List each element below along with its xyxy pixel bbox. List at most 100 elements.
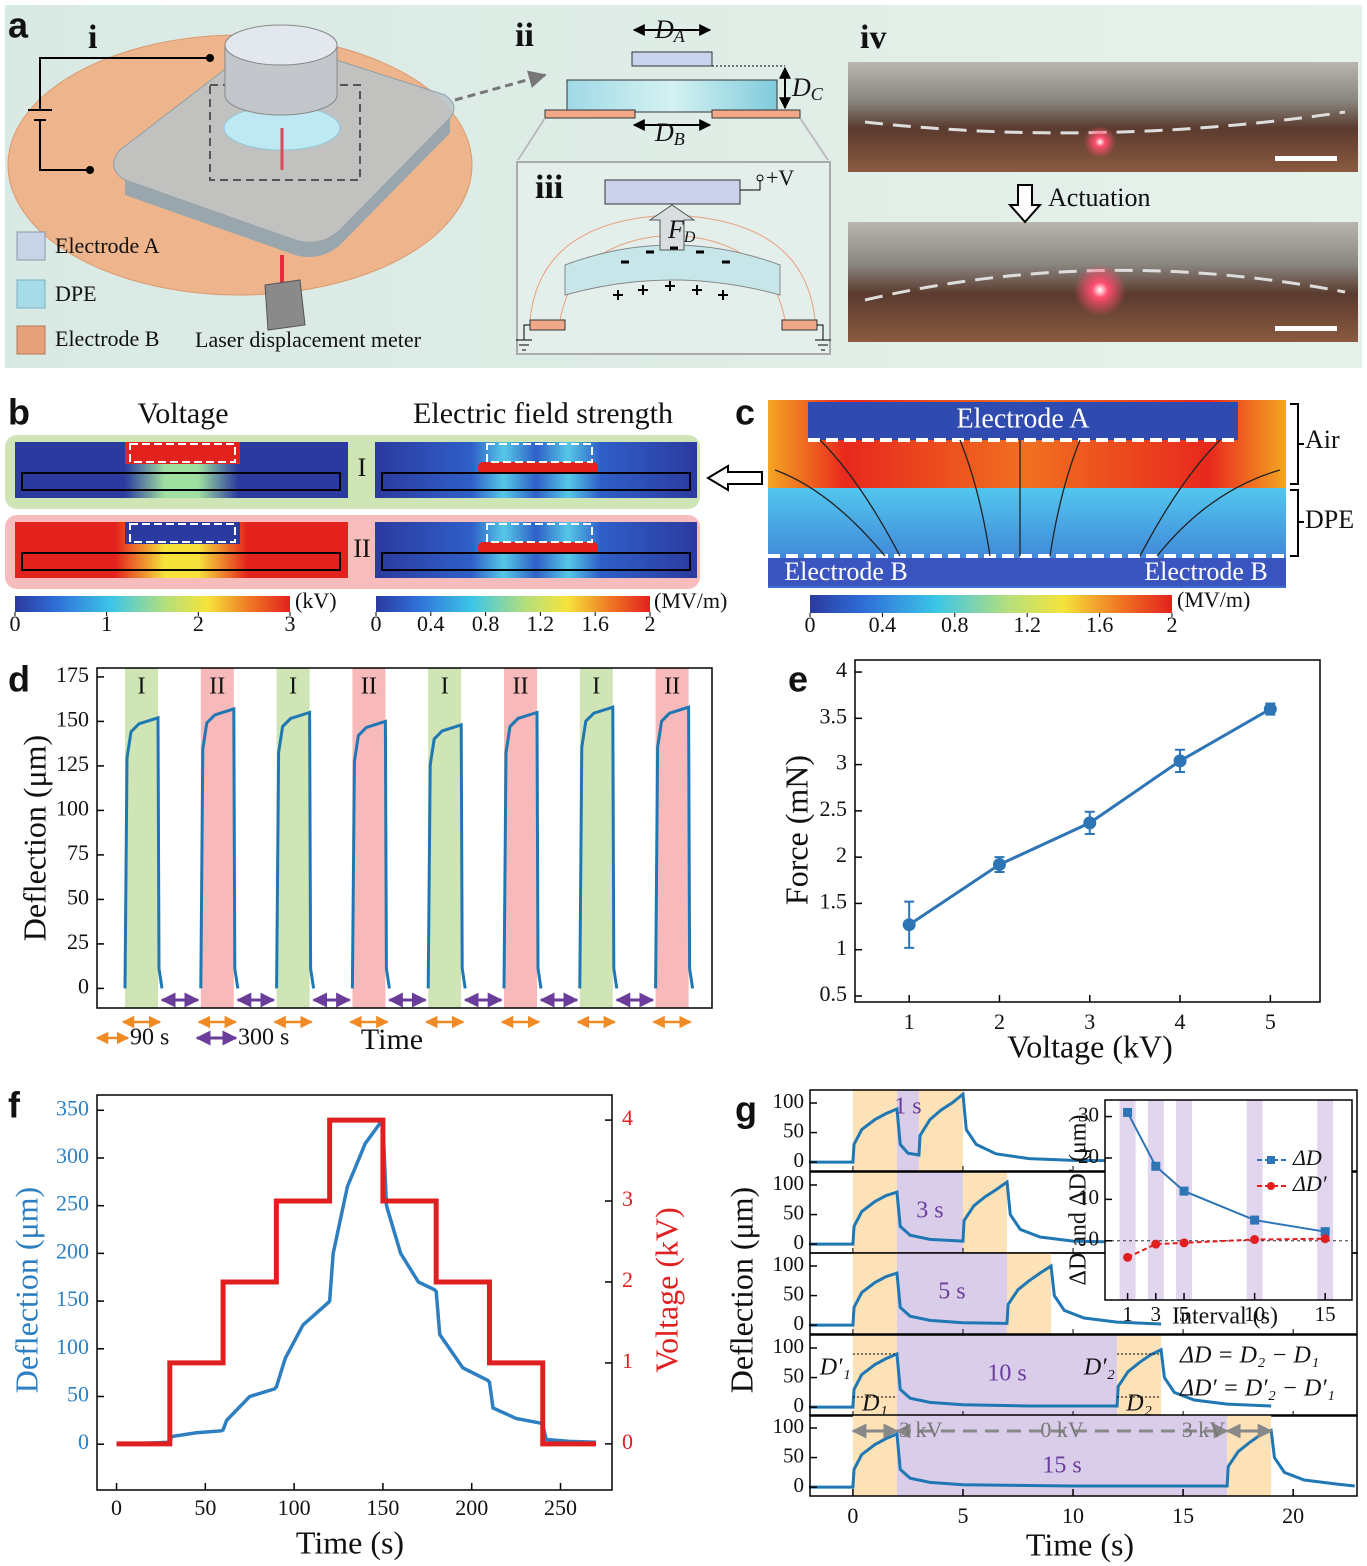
series-line xyxy=(116,1118,597,1446)
y-tick-label: 0 xyxy=(794,1148,805,1172)
axis-label: Deflection (μm) xyxy=(723,1187,759,1393)
data-point xyxy=(1151,1161,1161,1171)
ground xyxy=(516,324,831,351)
dim-subscript: A xyxy=(673,26,686,46)
colorbar-tick-label: 1.2 xyxy=(1013,612,1041,637)
subpanel-label: iii xyxy=(535,169,563,206)
subpanel-label: iv xyxy=(860,19,886,56)
x-tick-label: 5 xyxy=(957,1503,968,1528)
subpanel-label: ii xyxy=(515,17,534,54)
colorbar-tick-label: 2 xyxy=(1167,612,1178,637)
colorbar-unit: (MV/m) xyxy=(654,588,727,613)
link-arrow xyxy=(706,464,763,492)
plot-frame xyxy=(96,667,713,1009)
field-hotspot xyxy=(478,542,598,554)
axis-label: Deflection (μm) xyxy=(8,1187,44,1393)
electrode-label: Electrode B xyxy=(1144,557,1267,586)
deflection-line xyxy=(808,1179,1162,1246)
panel-label: f xyxy=(8,1085,21,1126)
deflection-pulse xyxy=(199,706,240,989)
region-label: Air xyxy=(1305,425,1340,454)
axis-label: Time (s) xyxy=(296,1524,404,1560)
y-tick-label: 350 xyxy=(56,1095,89,1120)
colorbar-tick-label: 1 xyxy=(101,611,112,636)
legend-label: Electrode A xyxy=(55,233,160,258)
equation: ΔD = D₂ − D₁ xyxy=(1179,1343,1319,1369)
actuation-arrow xyxy=(1007,184,1043,224)
y-tick-label: 75 xyxy=(67,840,89,865)
column-title: Electric field strength xyxy=(413,397,673,430)
state-label: I xyxy=(441,674,449,700)
electrode-b xyxy=(544,109,636,119)
annotation: 0 kV xyxy=(1040,1417,1084,1442)
deflection-pulse xyxy=(275,710,316,989)
y-tick-label: 300 xyxy=(56,1143,89,1168)
data-point xyxy=(1320,1227,1330,1237)
deflection-pulse xyxy=(502,710,543,989)
electrode-a xyxy=(604,179,741,205)
y-tick-label: 0 xyxy=(1089,1227,1100,1251)
colorbar-tick-label: 0.8 xyxy=(472,611,500,636)
field-line xyxy=(959,439,991,557)
interval-label: 3 s xyxy=(916,1198,943,1224)
state-label: II xyxy=(513,674,529,700)
y-tick-label: 30 xyxy=(1078,1102,1099,1126)
y-tick-label: 0 xyxy=(794,1473,805,1497)
y-tick-label: 4 xyxy=(836,657,847,682)
axis-label: Force (mN) xyxy=(778,755,814,905)
plot-frame xyxy=(809,1252,1358,1335)
pulse-region xyxy=(852,1090,897,1171)
y-tick-label: 50 xyxy=(783,1363,804,1387)
zoom-arrow xyxy=(454,70,547,102)
electrode-outline xyxy=(486,523,593,543)
electrode-label: Electrode B xyxy=(784,557,907,586)
y-tick-label: 250 xyxy=(56,1191,89,1216)
data-point xyxy=(1250,1215,1260,1225)
data-point xyxy=(1151,1239,1161,1249)
axis-label: Interval (s) xyxy=(1172,1304,1278,1330)
x-tick-label: 10 xyxy=(1062,1503,1084,1528)
colorbar-tick-label: 1.6 xyxy=(581,611,609,636)
pulse-region xyxy=(1227,1415,1272,1496)
data-point xyxy=(992,858,1006,872)
dpe-outline xyxy=(21,552,341,571)
y-tick-label: 100 xyxy=(773,1334,805,1358)
colorbar-tick-label: 0.4 xyxy=(869,612,897,637)
legend-swatch xyxy=(16,231,46,261)
annotation: 3 kV xyxy=(1182,1417,1226,1442)
legend-marker xyxy=(1267,1182,1275,1190)
electrode-outline xyxy=(129,523,236,543)
deflection-line xyxy=(808,1347,1272,1409)
colorbar-unit: (kV) xyxy=(295,588,337,613)
dpe-outline xyxy=(381,552,691,571)
legend-label: DPE xyxy=(55,281,97,306)
state-band xyxy=(579,668,613,1008)
scale-bar xyxy=(1275,326,1337,331)
force-label: FD xyxy=(667,215,696,246)
d-label: D₂ xyxy=(1125,1391,1152,1417)
dpe xyxy=(566,79,778,113)
state-band xyxy=(428,668,462,1008)
colorbar-tick-label: 0 xyxy=(805,612,816,637)
panel-label: b xyxy=(8,392,30,433)
electrode-a xyxy=(808,402,1238,440)
colorbar-tick-label: 0 xyxy=(371,611,382,636)
x-tick-label: 15 xyxy=(1172,1503,1194,1528)
deflection-line xyxy=(808,1263,1162,1327)
deflection-pulse xyxy=(654,705,695,989)
interval-band xyxy=(1317,1100,1334,1300)
laser-spot xyxy=(1084,126,1116,158)
y-tick-label: 0 xyxy=(794,1230,805,1254)
positive-charges xyxy=(613,281,728,300)
voltage-map-electrode xyxy=(125,442,240,464)
y-tick-label: 2.5 xyxy=(820,796,848,821)
axis-label: ΔD and ΔD′ (μm) xyxy=(1066,1115,1092,1286)
data-point xyxy=(1179,1186,1189,1196)
legend-label: ΔD′ xyxy=(1292,1171,1328,1196)
deflection-line xyxy=(808,1428,1355,1489)
subpanel-label: i xyxy=(88,19,97,56)
interval-label: 5 s xyxy=(938,1279,965,1305)
plot-frame xyxy=(854,659,1321,1003)
data-point xyxy=(1173,754,1187,768)
